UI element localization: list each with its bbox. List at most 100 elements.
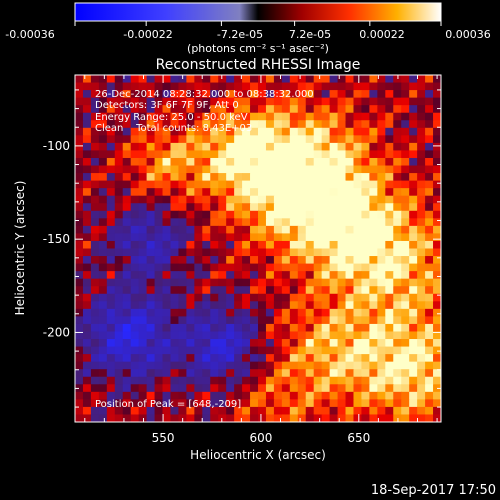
heatmap-cell xyxy=(353,331,363,340)
heatmap-cell xyxy=(289,331,299,340)
heatmap-cell xyxy=(82,354,92,363)
annotation-energy-range: Energy Range: 25.0 - 50.0 keV xyxy=(95,112,248,123)
heatmap-cell xyxy=(409,414,418,422)
heatmap-cell xyxy=(369,271,378,280)
heatmap-cell xyxy=(409,293,418,302)
heatmap-cell xyxy=(90,263,100,272)
heatmap-cell xyxy=(393,157,402,167)
heatmap-cell xyxy=(98,150,108,159)
heatmap-cell xyxy=(273,384,283,393)
heatmap-cell xyxy=(226,354,235,363)
heatmap-cell xyxy=(242,82,251,91)
heatmap-cell xyxy=(401,90,410,99)
heatmap-cell xyxy=(226,142,235,152)
heatmap-cell xyxy=(289,120,299,129)
heatmap-cell xyxy=(353,391,363,400)
heatmap-cell xyxy=(369,112,378,121)
heatmap-cell xyxy=(393,376,402,385)
heatmap-cell xyxy=(130,142,140,152)
heatmap-cell xyxy=(433,90,441,99)
heatmap-cell xyxy=(337,233,347,242)
heatmap-cell xyxy=(202,369,211,378)
heatmap-cell xyxy=(273,293,283,302)
heatmap-cell xyxy=(425,135,434,144)
heatmap-cell xyxy=(273,105,283,114)
heatmap-cell xyxy=(210,180,219,189)
heatmap-cell xyxy=(146,75,156,84)
heatmap-cell xyxy=(258,165,267,174)
heatmap-cell xyxy=(321,195,331,204)
heatmap-cell xyxy=(186,399,195,408)
heatmap-cell xyxy=(401,195,410,204)
heatmap-cell xyxy=(385,331,394,340)
heatmap-cell xyxy=(106,105,116,114)
heatmap-cell xyxy=(289,316,299,325)
heatmap-cell xyxy=(401,271,410,280)
heatmap-cell xyxy=(114,240,124,250)
heatmap-cell xyxy=(345,308,355,317)
heatmap-cell xyxy=(138,323,148,333)
heatmap-cell xyxy=(146,316,156,325)
heatmap-cell xyxy=(337,112,347,121)
y-tick-label: -200 xyxy=(43,325,70,339)
heatmap-cell xyxy=(154,361,164,370)
heatmap-cell xyxy=(305,361,315,370)
heatmap-cell xyxy=(114,293,124,302)
heatmap-cell xyxy=(234,97,243,106)
heatmap-cell xyxy=(98,105,108,114)
heatmap-cell xyxy=(321,354,331,363)
heatmap-cell xyxy=(329,203,339,212)
heatmap-cell xyxy=(130,127,140,136)
heatmap-cell xyxy=(226,195,235,204)
heatmap-cell xyxy=(202,278,211,287)
heatmap-cell xyxy=(226,218,235,227)
heatmap-cell xyxy=(202,135,211,144)
heatmap-cell xyxy=(385,316,394,325)
heatmap-cell xyxy=(138,203,148,212)
heatmap-cell xyxy=(194,406,203,416)
heatmap-cell xyxy=(337,406,347,416)
heatmap-cell xyxy=(321,323,331,333)
heatmap-cell xyxy=(170,414,180,422)
heatmap-cell xyxy=(377,286,386,295)
heatmap-cell xyxy=(265,173,275,182)
heatmap-cell xyxy=(154,399,164,408)
heatmap-cell xyxy=(321,218,331,227)
heatmap-cell xyxy=(369,308,378,317)
heatmap-cell xyxy=(417,248,426,257)
heatmap-cell xyxy=(178,339,187,348)
heatmap-cell xyxy=(345,248,355,257)
heatmap-cell xyxy=(75,210,84,219)
heatmap-cell xyxy=(385,150,394,159)
heatmap-cell xyxy=(194,271,203,280)
heatmap-cell xyxy=(281,263,291,272)
heatmap-cell xyxy=(393,248,402,257)
heatmap-cell xyxy=(417,414,426,422)
heatmap-cell xyxy=(154,346,164,355)
heatmap-cell xyxy=(242,399,251,408)
heatmap-cell xyxy=(98,165,108,174)
heatmap-cell xyxy=(98,271,108,280)
heatmap-cell xyxy=(82,173,92,182)
heatmap-cell xyxy=(281,293,291,302)
heatmap-cell xyxy=(106,346,116,355)
heatmap-cell xyxy=(98,97,108,106)
heatmap-cell xyxy=(90,339,100,348)
heatmap-cell xyxy=(361,248,370,257)
heatmap-cell xyxy=(106,165,116,174)
heatmap-cell xyxy=(297,391,307,400)
heatmap-cell xyxy=(122,331,132,340)
heatmap-cell xyxy=(218,278,227,287)
heatmap-cell xyxy=(242,354,251,363)
heatmap-cell xyxy=(122,271,132,280)
heatmap-cell xyxy=(258,173,267,182)
heatmap-cell xyxy=(122,361,132,370)
heatmap-cell xyxy=(138,97,148,106)
heatmap-cell xyxy=(401,399,410,408)
heatmap-cell xyxy=(106,248,116,257)
heatmap-cell xyxy=(162,316,172,325)
heatmap-cell xyxy=(234,210,243,219)
heatmap-cell xyxy=(146,293,156,302)
heatmap-cell xyxy=(194,248,203,257)
heatmap-cell xyxy=(258,135,267,144)
